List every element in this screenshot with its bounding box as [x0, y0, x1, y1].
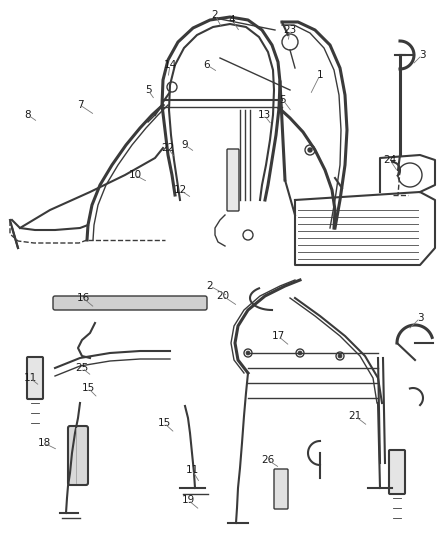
Text: 11: 11 [23, 373, 37, 383]
Text: 16: 16 [76, 293, 90, 303]
FancyBboxPatch shape [274, 469, 288, 509]
FancyBboxPatch shape [389, 450, 405, 494]
Text: 23: 23 [283, 25, 297, 35]
Circle shape [338, 354, 342, 358]
Text: 2: 2 [212, 10, 218, 20]
Text: 8: 8 [25, 110, 31, 120]
Text: 10: 10 [128, 170, 141, 180]
Text: 25: 25 [75, 363, 88, 373]
Text: 4: 4 [229, 15, 235, 25]
Text: 12: 12 [173, 185, 187, 195]
Text: 13: 13 [258, 110, 271, 120]
Circle shape [298, 351, 302, 355]
Text: 21: 21 [348, 411, 362, 421]
FancyBboxPatch shape [53, 296, 207, 310]
Circle shape [308, 148, 312, 152]
FancyBboxPatch shape [227, 149, 239, 211]
Text: 6: 6 [204, 60, 210, 70]
Text: 3: 3 [419, 50, 425, 60]
Text: 7: 7 [77, 100, 83, 110]
Text: 5: 5 [145, 85, 151, 95]
Text: 2: 2 [207, 281, 213, 291]
Text: 26: 26 [261, 455, 275, 465]
Text: 11: 11 [185, 465, 198, 475]
Circle shape [246, 351, 250, 355]
Text: 5: 5 [280, 95, 286, 105]
Text: 19: 19 [181, 495, 194, 505]
Text: 9: 9 [182, 140, 188, 150]
FancyBboxPatch shape [68, 426, 88, 485]
Text: 15: 15 [157, 418, 171, 428]
Text: 22: 22 [161, 143, 175, 153]
Text: 14: 14 [163, 60, 177, 70]
Text: 24: 24 [383, 155, 397, 165]
Text: 20: 20 [216, 291, 230, 301]
Text: 18: 18 [37, 438, 51, 448]
Text: 1: 1 [317, 70, 323, 80]
FancyBboxPatch shape [27, 357, 43, 399]
Text: 17: 17 [272, 331, 285, 341]
Text: 3: 3 [417, 313, 423, 323]
Text: 15: 15 [81, 383, 95, 393]
